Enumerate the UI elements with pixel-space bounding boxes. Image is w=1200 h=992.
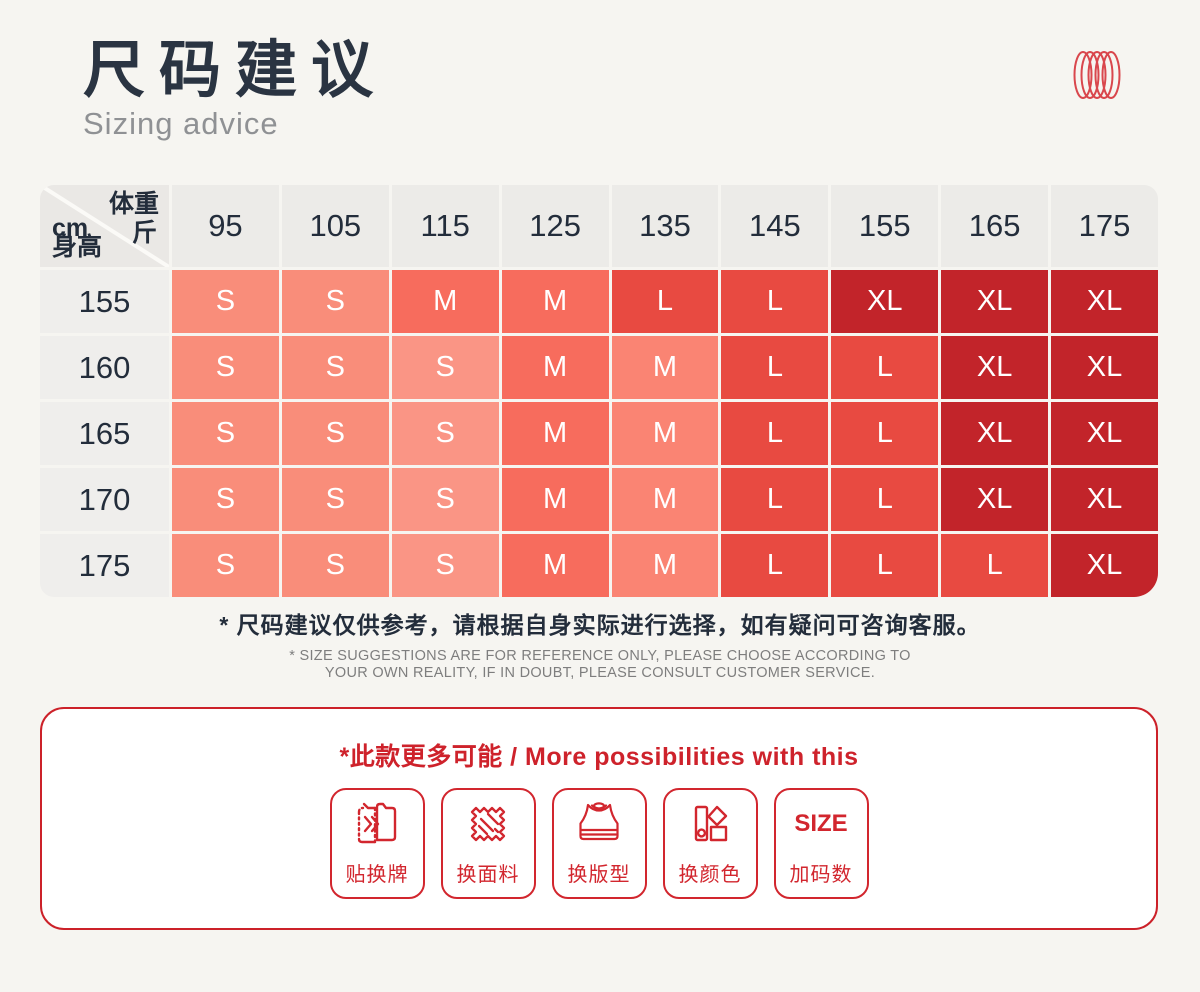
fabric-swap-icon — [443, 790, 534, 858]
size-cell: M — [501, 534, 609, 597]
note-english-line1: * SIZE SUGGESTIONS ARE FOR REFERENCE ONL… — [289, 648, 911, 664]
size-cell: XL — [1051, 402, 1158, 465]
size-cell: M — [611, 468, 719, 531]
size-cell: L — [611, 270, 719, 333]
possibility-label: 加码数 — [789, 864, 853, 886]
table-corner-cell: 体重 斤 cm 身高 — [40, 185, 169, 267]
height-cell: 175 — [40, 534, 169, 597]
size-cell: L — [831, 534, 939, 597]
size-cell: S — [172, 402, 279, 465]
height-cell: 165 — [40, 402, 169, 465]
size-cell: XL — [1051, 336, 1158, 399]
height-cell: 160 — [40, 336, 169, 399]
size-cell: M — [501, 468, 609, 531]
possibility-item-fabric: 换面料 — [440, 788, 536, 899]
page-title: 尺码建议 — [83, 36, 388, 105]
weight-header-cell: 145 — [721, 185, 829, 267]
spring-coil-icon — [1073, 51, 1121, 99]
size-cell: M — [501, 402, 609, 465]
diagonal-divider — [40, 185, 169, 267]
size-cell: M — [501, 270, 609, 333]
corner-height-unit: cm — [52, 214, 89, 242]
size-cell: L — [721, 270, 829, 333]
corner-weight-unit: 斤 — [131, 219, 157, 247]
size-cell: L — [831, 402, 939, 465]
size-cell: L — [941, 534, 1049, 597]
size-cell: L — [721, 336, 829, 399]
size-cell: M — [611, 336, 719, 399]
bra-pattern-icon — [554, 790, 645, 858]
size-cell: S — [281, 468, 389, 531]
size-cell: XL — [1051, 534, 1158, 597]
size-cell: S — [281, 270, 389, 333]
size-cell: S — [281, 402, 389, 465]
weight-header-cell: 95 — [172, 185, 279, 267]
possibility-item-tag-swap: 贴换牌 — [329, 788, 425, 899]
tag-swap-icon — [332, 790, 423, 858]
corner-weight-label: 体重 — [108, 190, 159, 218]
size-cell: S — [172, 534, 279, 597]
size-cell: L — [831, 468, 939, 531]
possibilities-title: *此款更多可能 / More possibilities with this — [339, 743, 859, 771]
size-cell: S — [391, 402, 499, 465]
size-cell: L — [721, 468, 829, 531]
weight-header-cell: 135 — [611, 185, 719, 267]
size-cell: M — [501, 336, 609, 399]
possibility-label: 换颜色 — [678, 864, 742, 886]
size-cell: XL — [941, 270, 1049, 333]
page-subtitle: Sizing advice — [83, 106, 279, 141]
corner-height-label: 身高 — [52, 233, 103, 261]
weight-header-cell: 165 — [941, 185, 1049, 267]
size-cell: M — [611, 402, 719, 465]
possibility-label: 换面料 — [456, 864, 520, 886]
size-table: 体重 斤 cm 身高 95 105 115 125 135 145 155 165 175 155… — [40, 185, 1158, 597]
size-cell: M — [611, 534, 719, 597]
size-cell: S — [281, 534, 389, 597]
possibility-label: 贴换牌 — [345, 864, 409, 886]
size-cell: XL — [831, 270, 939, 333]
more-possibilities-box: *此款更多可能 / More possibilities with this 贴… — [40, 707, 1158, 930]
height-cell: 170 — [40, 468, 169, 531]
weight-header-cell: 105 — [281, 185, 389, 267]
possibility-label: 换版型 — [567, 864, 631, 886]
weight-header-cell: 125 — [501, 185, 609, 267]
size-cell: XL — [941, 402, 1049, 465]
possibility-item-pattern: 换版型 — [551, 788, 647, 899]
size-cell: L — [721, 402, 829, 465]
size-cell: XL — [941, 468, 1049, 531]
weight-header-cell: 175 — [1051, 185, 1158, 267]
height-cell: 155 — [40, 270, 169, 333]
size-cell: S — [391, 336, 499, 399]
size-cell: XL — [1051, 270, 1158, 333]
size-cell: L — [721, 534, 829, 597]
possibilities-row: 贴换牌 换面料 — [42, 788, 1156, 899]
size-cell: L — [831, 336, 939, 399]
size-cell: S — [172, 270, 279, 333]
possibility-item-size: SIZE 加码数 — [773, 788, 869, 899]
weight-header-cell: 155 — [831, 185, 939, 267]
size-cell: S — [391, 468, 499, 531]
note-english-line2: YOUR OWN REALITY, IF IN DOUBT, PLEASE CO… — [324, 665, 876, 681]
color-swatch-icon — [665, 790, 756, 858]
size-cell: S — [391, 534, 499, 597]
note-chinese: * 尺码建议仅供参考，请根据自身实际进行选择，如有疑问可咨询客服。 — [219, 612, 981, 638]
size-cell: S — [172, 336, 279, 399]
size-cell: S — [281, 336, 389, 399]
table-notes: * 尺码建议仅供参考，请根据自身实际进行选择，如有疑问可咨询客服。 * SIZE… — [0, 606, 1200, 682]
size-cell: M — [391, 270, 499, 333]
size-cell: S — [172, 468, 279, 531]
size-cell: XL — [941, 336, 1049, 399]
weight-header-cell: 115 — [391, 185, 499, 267]
size-cell: XL — [1051, 468, 1158, 531]
possibility-item-color: 换颜色 — [662, 788, 758, 899]
page-header: 尺码建议 Sizing advice — [83, 38, 387, 142]
size-text-icon: SIZE — [794, 810, 848, 837]
